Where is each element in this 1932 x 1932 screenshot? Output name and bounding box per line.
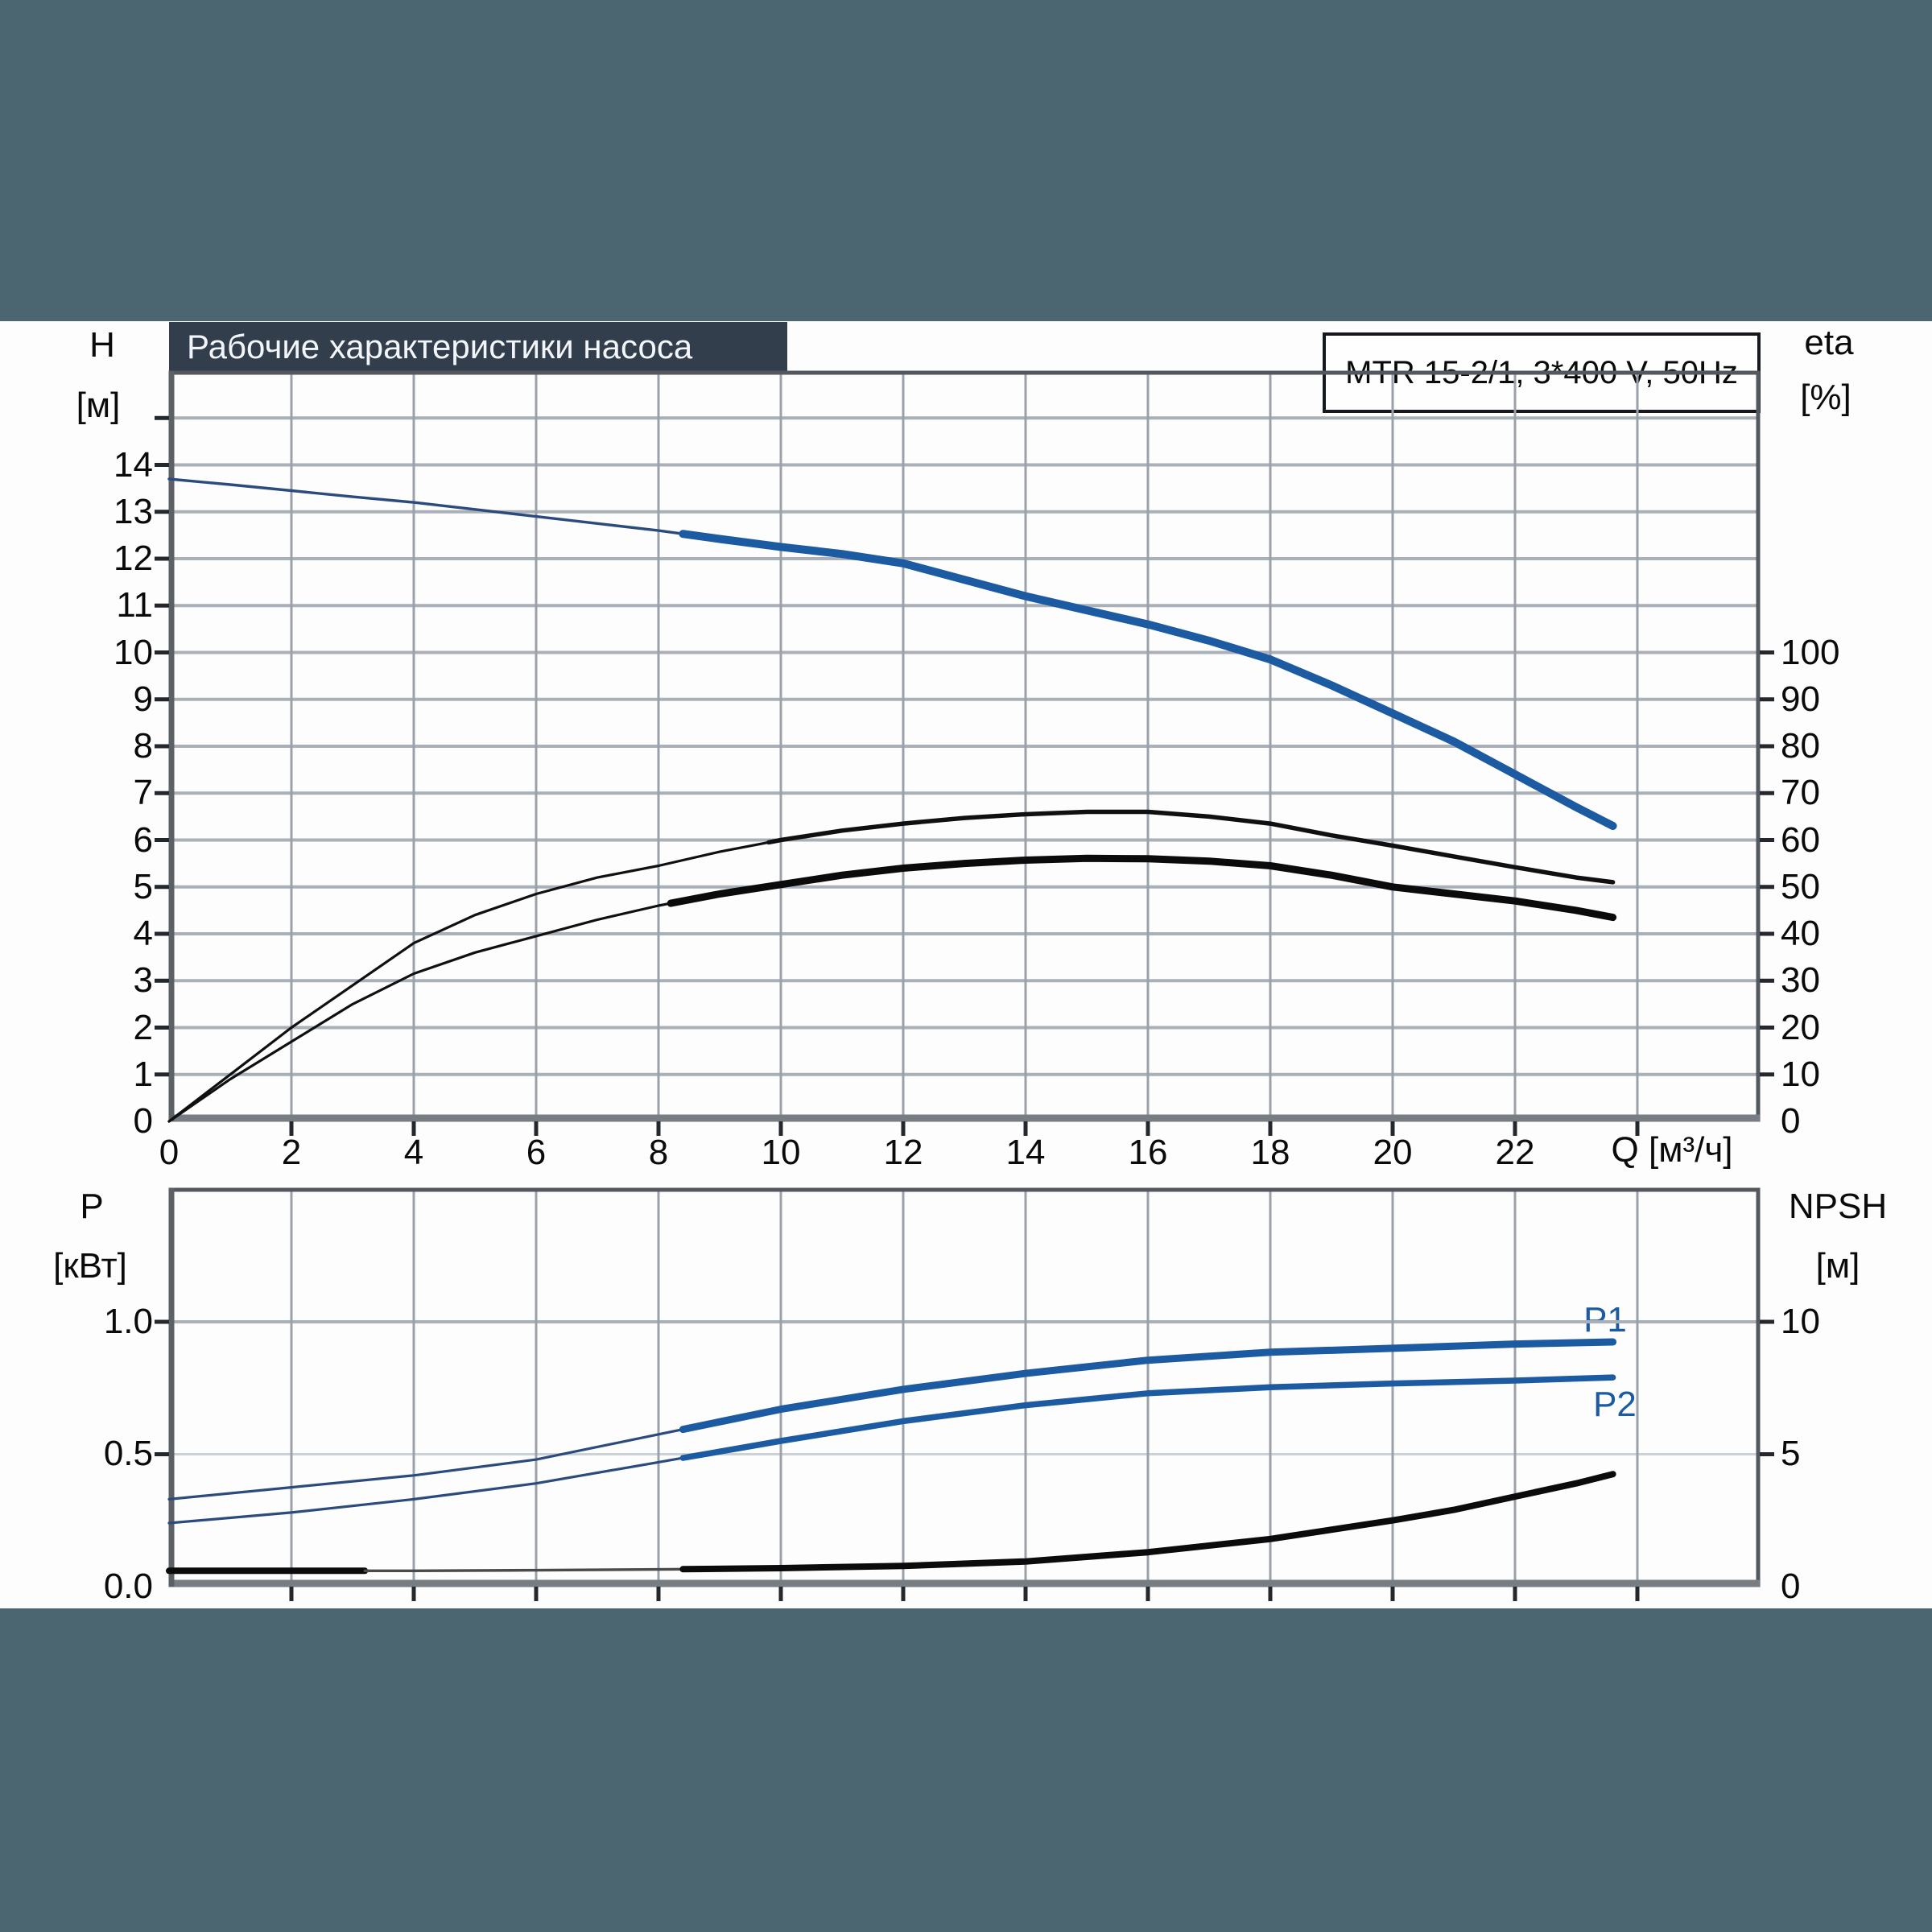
- pump-performance-x-tick-2: 2: [281, 1133, 302, 1172]
- eta-axis-unit: [%]: [1800, 378, 1852, 417]
- pump-performance-yright-tick-30: 30: [1781, 960, 1820, 1001]
- pump-performance-yright-tick-0: 0: [1781, 1101, 1801, 1141]
- p2-curve-label: P2: [1593, 1385, 1637, 1424]
- pump-performance-yleft-tick-2: 2: [133, 1007, 153, 1047]
- chart-title-bar: Рабочие характеристики насоса: [169, 322, 787, 371]
- npsh-axis-unit: [м]: [1815, 1246, 1860, 1286]
- npsh-curve-segment: [363, 1567, 685, 1572]
- pump-performance-yleft-tick-5: 5: [133, 866, 153, 906]
- power-npsh-yleft-tick-0.0: 0.0: [103, 1567, 153, 1606]
- eta-axis-symbol: eta: [1804, 323, 1854, 362]
- npsh-axis-symbol: NPSH: [1788, 1187, 1888, 1226]
- pump-performance-yleft-tick-7: 7: [133, 773, 153, 813]
- pump-performance-x-tick-12: 12: [883, 1133, 923, 1172]
- pump-performance-yright-tick-50: 50: [1781, 866, 1820, 906]
- pump-performance-yright-tick-10: 10: [1781, 1054, 1820, 1094]
- pump-performance-x-tick-16: 16: [1128, 1133, 1168, 1172]
- efficiency-pump-segment: [167, 840, 770, 1123]
- h-axis-unit: [м]: [76, 386, 121, 425]
- power-P1-segment: [679, 1338, 1617, 1434]
- pump-performance-yleft-tick-1: 1: [133, 1054, 153, 1094]
- pump-performance-yright-tick-60: 60: [1781, 819, 1820, 860]
- npsh-curve-segment: [679, 1471, 1616, 1573]
- power-npsh-yright-tick-0: 0: [1781, 1567, 1801, 1606]
- pump-performance-yleft-tick-14: 14: [114, 444, 153, 485]
- efficiency-pump-motor-segment: [667, 854, 1617, 922]
- pump-performance-yleft-tick-0: 0: [133, 1101, 153, 1141]
- chart-panel: Рабочие характеристики насоса MTR 15-2/1…: [0, 321, 1932, 1608]
- pump-performance-x-tick-22: 22: [1495, 1133, 1535, 1172]
- power-npsh-yright-tick-10: 10: [1781, 1301, 1820, 1341]
- chart-title: Рабочие характеристики насоса: [187, 328, 693, 365]
- p-axis-symbol: P: [80, 1187, 104, 1226]
- pump-performance-yleft-tick-11: 11: [116, 585, 153, 625]
- pump-performance-yright-tick-20: 20: [1781, 1007, 1820, 1047]
- pump-performance-x-tick-4: 4: [403, 1133, 424, 1172]
- pump-performance-x-tick-6: 6: [526, 1133, 547, 1172]
- p-axis-unit: [кВт]: [53, 1246, 127, 1286]
- power-P2-segment: [167, 1456, 684, 1525]
- efficiency-pump-segment: [766, 809, 1616, 885]
- pump-performance-yleft-tick-3: 3: [133, 960, 153, 1001]
- power-npsh-yright-tick-5: 5: [1781, 1434, 1801, 1474]
- pump-performance-yleft-tick-9: 9: [133, 679, 153, 719]
- pump-performance-yleft-tick-10: 10: [114, 632, 153, 672]
- power-npsh-yleft-tick-0.5: 0.5: [103, 1434, 153, 1474]
- pump-performance-yright-tick-70: 70: [1781, 773, 1820, 813]
- h-axis-symbol: H: [89, 325, 115, 365]
- pump-performance-yleft-tick-6: 6: [133, 819, 153, 860]
- pump-performance-yright-tick-100: 100: [1781, 632, 1840, 672]
- power-npsh-yleft-tick-1.0: 1.0: [103, 1301, 153, 1341]
- pump-performance-yleft-tick-13: 13: [114, 491, 153, 531]
- pump-performance-x-tick-10: 10: [761, 1133, 801, 1172]
- pump-performance-x-tick-14: 14: [1005, 1133, 1046, 1172]
- p1-curve-label: P1: [1583, 1300, 1627, 1340]
- head-curve-H-segment: [679, 530, 1617, 830]
- pump-performance-x-tick-0: 0: [159, 1133, 180, 1172]
- power-npsh-svg: [155, 1187, 1774, 1601]
- pump-performance-x-tick-18: 18: [1250, 1133, 1290, 1172]
- efficiency-pump-motor-segment: [167, 902, 672, 1123]
- power-P2-segment: [679, 1374, 1616, 1461]
- pump-performance-yright-tick-90: 90: [1781, 679, 1820, 719]
- pump-performance-yleft-tick-8: 8: [133, 726, 153, 766]
- power-P1-segment: [167, 1428, 684, 1501]
- pump-performance-yright-tick-40: 40: [1781, 914, 1820, 953]
- pump-performance-yright-tick-80: 80: [1781, 726, 1820, 766]
- pump-performance-yleft-tick-12: 12: [114, 539, 153, 578]
- pump-performance-yleft-tick-4: 4: [133, 914, 153, 953]
- head-curve-H-segment: [167, 477, 685, 535]
- pump-performance-svg: [155, 370, 1774, 1136]
- pump-performance-x-tick-20: 20: [1373, 1133, 1413, 1172]
- q-axis-label: Q [м³/ч]: [1611, 1130, 1733, 1170]
- pump-performance-x-tick-8: 8: [648, 1133, 669, 1172]
